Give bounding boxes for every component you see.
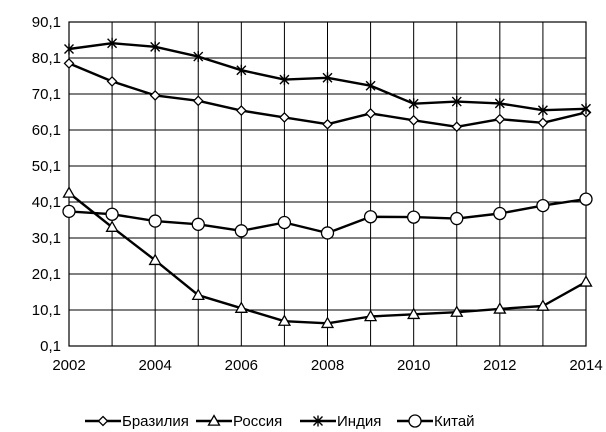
data-point bbox=[106, 75, 118, 87]
legend-item: Индия bbox=[300, 413, 381, 430]
y-tick-label: 30,1 bbox=[32, 230, 61, 247]
legend-marker bbox=[313, 415, 323, 427]
data-point bbox=[579, 275, 593, 287]
data-point bbox=[494, 97, 505, 109]
series-3 bbox=[62, 192, 593, 240]
series-layer bbox=[62, 37, 593, 329]
data-point bbox=[149, 90, 161, 101]
data-point bbox=[320, 226, 335, 240]
data-point bbox=[192, 95, 204, 107]
data-point bbox=[407, 307, 421, 320]
data-point bbox=[536, 198, 550, 213]
data-point bbox=[234, 301, 248, 313]
data-point bbox=[451, 96, 462, 108]
data-point bbox=[277, 314, 292, 326]
data-point bbox=[579, 192, 593, 206]
grid bbox=[68, 21, 587, 347]
data-point bbox=[148, 214, 162, 228]
legend-label: Китай bbox=[434, 413, 475, 430]
data-point bbox=[322, 118, 333, 130]
data-point bbox=[408, 114, 420, 126]
legend-marker bbox=[408, 414, 422, 428]
y-tick-label: 40,1 bbox=[32, 194, 61, 211]
data-point bbox=[279, 74, 290, 86]
x-axis-ticks: 2002 2004 2006 2008 2010 2012 2014 bbox=[52, 357, 602, 374]
data-point bbox=[278, 111, 290, 123]
x-tick-label: 2012 bbox=[483, 357, 516, 374]
y-tick-label: 20,1 bbox=[32, 266, 61, 283]
data-point bbox=[365, 80, 376, 92]
data-point bbox=[320, 316, 335, 329]
legend-label: Россия bbox=[233, 413, 282, 430]
data-point bbox=[62, 186, 76, 198]
data-point bbox=[363, 309, 378, 322]
data-point bbox=[236, 64, 247, 76]
legend: Бразилия Россия Индия Китай bbox=[85, 413, 475, 430]
series-0 bbox=[63, 57, 592, 133]
y-tick-label: 0,1 bbox=[40, 338, 61, 355]
legend-label: Индия bbox=[337, 413, 381, 430]
data-point bbox=[191, 217, 205, 231]
x-tick-label: 2004 bbox=[138, 357, 171, 374]
legend-marker bbox=[207, 414, 221, 426]
y-tick-label: 50,1 bbox=[32, 158, 61, 175]
data-point bbox=[536, 299, 550, 311]
x-tick-label: 2010 bbox=[397, 357, 430, 374]
data-point bbox=[581, 103, 591, 115]
data-point bbox=[494, 113, 506, 125]
data-point bbox=[148, 253, 162, 266]
data-point bbox=[193, 51, 204, 63]
data-point bbox=[537, 117, 549, 129]
data-point bbox=[191, 288, 205, 301]
data-point bbox=[363, 210, 378, 224]
legend-item: Китай bbox=[397, 413, 475, 430]
data-point bbox=[235, 105, 247, 116]
data-point bbox=[493, 206, 507, 221]
series-2 bbox=[64, 37, 591, 116]
data-point bbox=[407, 210, 421, 224]
y-tick-label: 60,1 bbox=[32, 122, 61, 139]
data-point bbox=[408, 98, 419, 110]
plot-frame bbox=[68, 21, 587, 347]
legend-item: Бразилия bbox=[85, 413, 189, 430]
data-point bbox=[450, 305, 464, 317]
y-tick-label: 80,1 bbox=[32, 50, 61, 67]
data-point bbox=[493, 302, 507, 314]
data-point bbox=[450, 211, 464, 226]
y-tick-label: 70,1 bbox=[32, 86, 61, 103]
data-point bbox=[234, 224, 248, 238]
y-tick-label: 10,1 bbox=[32, 302, 61, 319]
data-point bbox=[105, 220, 119, 232]
x-tick-label: 2002 bbox=[52, 357, 85, 374]
x-tick-label: 2008 bbox=[311, 357, 344, 374]
data-point bbox=[365, 108, 377, 119]
x-tick-label: 2006 bbox=[225, 357, 258, 374]
data-point bbox=[322, 72, 333, 84]
legend-marker bbox=[97, 415, 109, 427]
data-point bbox=[537, 104, 548, 116]
series-1 bbox=[62, 186, 593, 329]
data-point bbox=[277, 215, 292, 230]
data-point bbox=[63, 57, 75, 69]
data-point bbox=[62, 204, 76, 219]
y-tick-label: 90,1 bbox=[32, 14, 61, 31]
data-point bbox=[105, 207, 119, 221]
data-point bbox=[107, 37, 118, 49]
data-point bbox=[451, 121, 463, 133]
y-axis-ticks: 0,1 10,1 20,1 30,1 40,1 50,1 60,1 70,1 80,1 90,1 bbox=[32, 14, 61, 355]
data-point bbox=[64, 43, 74, 55]
x-tick-label: 2014 bbox=[569, 357, 602, 374]
plot-border bbox=[68, 21, 587, 347]
legend-label: Бразилия bbox=[122, 413, 189, 430]
data-point bbox=[150, 41, 161, 53]
legend-item: Россия bbox=[196, 413, 282, 430]
